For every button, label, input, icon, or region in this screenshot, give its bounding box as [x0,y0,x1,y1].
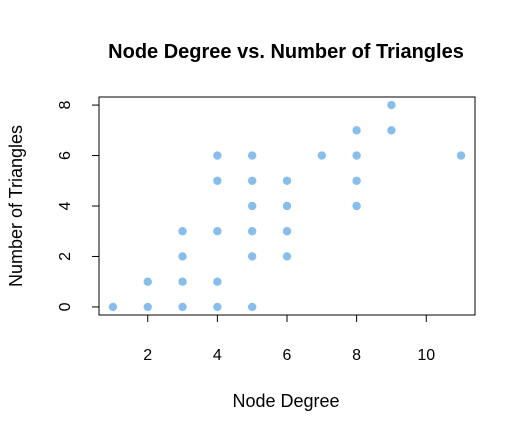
data-point [282,176,292,185]
y-tick-label: 8 [57,101,74,110]
x-axis-label: Node Degree [232,391,339,411]
data-point [143,302,152,312]
data-point [213,277,222,286]
data-point [247,252,257,261]
data-point [456,151,466,160]
data-point [387,126,396,135]
data-point [213,227,222,236]
data-point [178,227,187,236]
y-tick-label: 2 [57,252,74,261]
data-point [317,151,327,160]
data-point [282,252,292,261]
data-point [247,176,257,185]
data-point [178,302,187,312]
chart-title: Node Degree vs. Number of Triangles [108,41,464,63]
data-point [178,277,187,286]
y-tick-label: 0 [57,302,74,311]
data-point [282,227,292,236]
data-point [352,151,361,160]
x-tick-label: 4 [213,347,222,364]
data-point [352,201,361,211]
x-axis: 2 4 6 8 10 [143,314,435,364]
data-point [247,302,257,312]
data-point [247,151,257,160]
data-point [247,201,257,211]
data-point [213,302,222,312]
data-point [352,176,361,185]
x-tick-label: 10 [417,347,435,364]
y-axis-label: Number of Triangles [6,125,26,287]
data-point [282,201,292,211]
data-point [247,227,257,236]
data-point [213,176,222,185]
x-tick-label: 8 [352,347,361,364]
x-tick-label: 6 [283,347,292,364]
data-points [108,100,466,312]
data-point [108,302,118,312]
data-point [143,277,152,286]
data-point [213,151,222,160]
y-tick-label: 6 [57,151,74,160]
y-tick-label: 4 [57,201,74,210]
data-point [387,100,396,110]
y-axis: 0 2 4 6 8 [57,101,100,311]
data-point [352,126,361,135]
x-tick-label: 2 [143,347,152,364]
data-point [178,252,187,261]
